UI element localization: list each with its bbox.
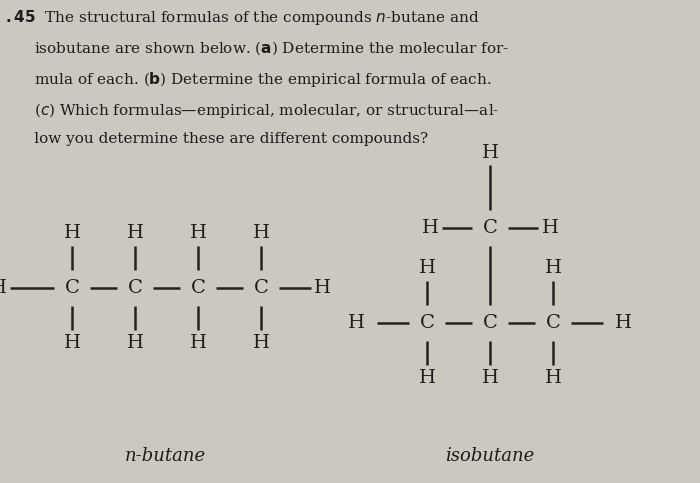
- Text: H: H: [542, 219, 559, 237]
- Text: C: C: [482, 314, 498, 332]
- Text: H: H: [127, 334, 144, 352]
- Text: n-butane: n-butane: [125, 447, 206, 465]
- Text: C: C: [127, 279, 142, 297]
- Text: mula of each. ($\mathbf{b}$) Determine the empirical formula of each.: mula of each. ($\mathbf{b}$) Determine t…: [5, 70, 491, 89]
- Text: H: H: [127, 224, 144, 242]
- Text: ($\mathit{c}$) Which formulas—empirical, molecular, or structural—al-: ($\mathit{c}$) Which formulas—empirical,…: [5, 101, 500, 120]
- Text: $\mathbf{.45}$  The structural formulas of the compounds $n$-butane and: $\mathbf{.45}$ The structural formulas o…: [5, 8, 480, 27]
- Text: H: H: [545, 369, 561, 387]
- Text: H: H: [482, 369, 498, 387]
- Text: C: C: [253, 279, 268, 297]
- Text: C: C: [64, 279, 79, 297]
- Text: H: H: [190, 224, 206, 242]
- Text: C: C: [482, 219, 498, 237]
- Text: isobutane: isobutane: [445, 447, 535, 465]
- Text: C: C: [419, 314, 435, 332]
- Text: H: H: [190, 334, 206, 352]
- Text: C: C: [545, 314, 561, 332]
- Text: H: H: [253, 334, 270, 352]
- Text: low you determine these are different compounds?: low you determine these are different co…: [5, 132, 428, 146]
- Text: H: H: [253, 224, 270, 242]
- Text: H: H: [482, 144, 498, 162]
- Text: H: H: [419, 259, 435, 277]
- Text: C: C: [190, 279, 205, 297]
- Text: H: H: [615, 314, 632, 332]
- Text: H: H: [314, 279, 331, 297]
- Text: H: H: [419, 369, 435, 387]
- Text: H: H: [0, 279, 7, 297]
- Text: H: H: [421, 219, 438, 237]
- Text: H: H: [348, 314, 365, 332]
- Text: H: H: [64, 334, 80, 352]
- Text: H: H: [64, 224, 80, 242]
- Text: H: H: [545, 259, 561, 277]
- Text: isobutane are shown below. ($\mathbf{a}$) Determine the molecular for-: isobutane are shown below. ($\mathbf{a}$…: [5, 39, 509, 57]
